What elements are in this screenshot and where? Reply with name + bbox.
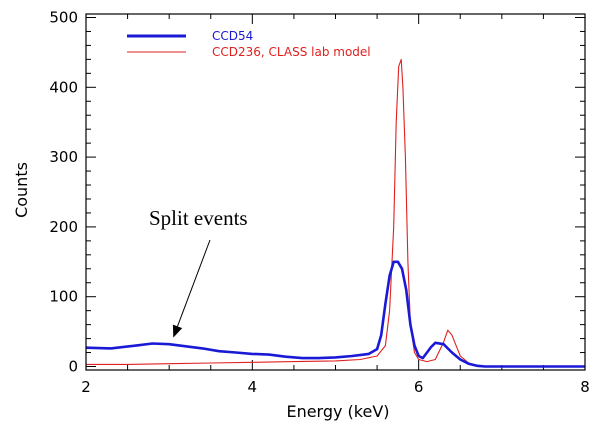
annotation-arrow: [177, 239, 211, 327]
x-tick-label: 2: [81, 378, 91, 396]
series-line-ccd236: [86, 58, 585, 368]
series-layer: [85, 58, 585, 368]
y-tick-label: 500: [49, 8, 78, 26]
x-tick-label: 8: [580, 378, 590, 396]
x-tick-label: 4: [248, 378, 258, 396]
legend: CCD54 CCD236, CLASS lab model: [127, 29, 371, 59]
x-axis-label: Energy (keV): [286, 402, 389, 421]
y-tick-label: 0: [68, 358, 78, 376]
legend-label-ccd236: CCD236, CLASS lab model: [212, 45, 371, 59]
annotation-split-events: Split events: [149, 206, 248, 338]
annotation-text: Split events: [149, 206, 248, 230]
legend-label-ccd54: CCD54: [212, 29, 253, 43]
y-tick-label: 100: [49, 288, 78, 306]
y-axis-label: Counts: [12, 162, 31, 218]
annotation-arrowhead: [172, 324, 183, 338]
y-tick-label: 300: [49, 148, 78, 166]
y-tick-label: 200: [49, 218, 78, 236]
x-axis-ticks: 2 4 6 8: [81, 14, 590, 396]
series-line-ccd54: [85, 260, 585, 368]
y-tick-label: 400: [49, 78, 78, 96]
y-axis-ticks: 0 100 200 300 400 500: [49, 8, 585, 376]
x-tick-label: 6: [414, 378, 424, 396]
plot-frame: [85, 13, 586, 371]
